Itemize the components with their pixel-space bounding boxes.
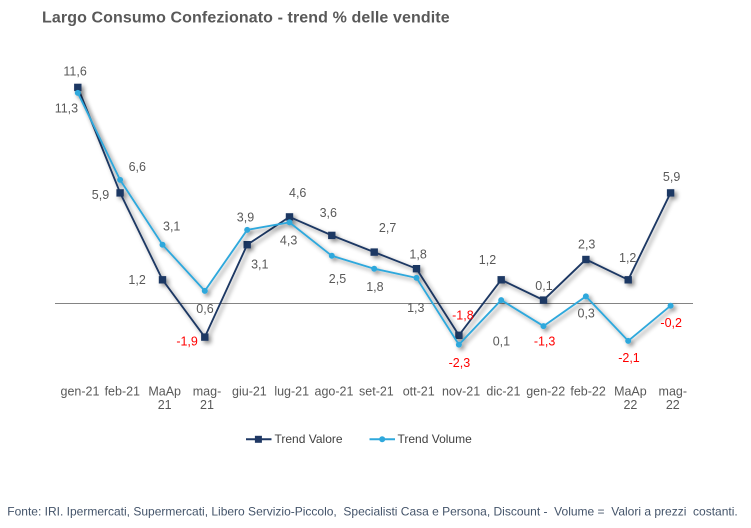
- svg-text:0,1: 0,1: [535, 279, 552, 293]
- svg-text:gen-22: gen-22: [526, 385, 565, 399]
- svg-text:11,6: 11,6: [63, 65, 86, 79]
- svg-text:3,1: 3,1: [251, 258, 268, 272]
- svg-text:2,5: 2,5: [329, 272, 346, 286]
- svg-text:feb-22: feb-22: [570, 385, 605, 399]
- svg-text:MaAp: MaAp: [148, 385, 181, 399]
- svg-text:4,3: 4,3: [280, 233, 297, 247]
- svg-text:3,6: 3,6: [320, 206, 337, 220]
- svg-text:4,6: 4,6: [289, 186, 306, 200]
- svg-text:-1,9: -1,9: [176, 335, 198, 349]
- svg-text:1,2: 1,2: [128, 273, 145, 287]
- svg-text:2,3: 2,3: [578, 238, 595, 252]
- svg-text:21: 21: [158, 398, 172, 412]
- svg-text:-2,3: -2,3: [449, 356, 471, 370]
- svg-text:1,2: 1,2: [619, 251, 636, 265]
- svg-text:3,1: 3,1: [163, 219, 180, 233]
- svg-text:3,9: 3,9: [237, 211, 254, 225]
- svg-text:set-21: set-21: [359, 385, 394, 399]
- svg-text:5,9: 5,9: [92, 188, 109, 202]
- svg-text:0,1: 0,1: [493, 334, 510, 348]
- svg-text:dic-21: dic-21: [486, 385, 520, 399]
- svg-text:1,8: 1,8: [409, 247, 426, 261]
- svg-text:mag-: mag-: [193, 385, 221, 399]
- svg-text:2,7: 2,7: [379, 221, 396, 235]
- svg-text:21: 21: [200, 398, 214, 412]
- svg-text:1,2: 1,2: [479, 253, 496, 267]
- svg-text:ago-21: ago-21: [315, 385, 354, 399]
- svg-text:6,6: 6,6: [129, 160, 146, 174]
- svg-text:MaAp: MaAp: [614, 385, 647, 399]
- svg-text:1,3: 1,3: [407, 301, 424, 315]
- svg-text:Trend Valore: Trend Valore: [275, 432, 343, 446]
- svg-text:-2,1: -2,1: [618, 351, 640, 365]
- svg-text:nov-21: nov-21: [442, 385, 480, 399]
- svg-text:1,8: 1,8: [366, 280, 383, 294]
- svg-text:feb-21: feb-21: [105, 385, 140, 399]
- svg-text:0,3: 0,3: [578, 306, 595, 320]
- svg-text:0,6: 0,6: [196, 302, 213, 316]
- svg-text:ott-21: ott-21: [403, 385, 435, 399]
- svg-text:-0,2: -0,2: [660, 316, 682, 330]
- svg-text:lug-21: lug-21: [274, 385, 309, 399]
- svg-text:giu-21: giu-21: [232, 385, 267, 399]
- svg-text:22: 22: [666, 398, 680, 412]
- svg-text:mag-: mag-: [659, 385, 687, 399]
- svg-text:gen-21: gen-21: [61, 385, 100, 399]
- svg-text:Fonte: IRI. Ipermercati, Super: Fonte: IRI. Ipermercati, Supermercati, L…: [7, 505, 737, 519]
- svg-text:5,9: 5,9: [663, 170, 680, 184]
- svg-text:Largo Consumo Confezionato - t: Largo Consumo Confezionato - trend % del…: [42, 10, 450, 27]
- svg-text:-1,8: -1,8: [452, 309, 474, 323]
- svg-text:-1,3: -1,3: [534, 335, 556, 349]
- svg-text:Trend Volume: Trend Volume: [398, 432, 473, 446]
- svg-text:11,3: 11,3: [55, 102, 78, 116]
- svg-text:22: 22: [623, 398, 637, 412]
